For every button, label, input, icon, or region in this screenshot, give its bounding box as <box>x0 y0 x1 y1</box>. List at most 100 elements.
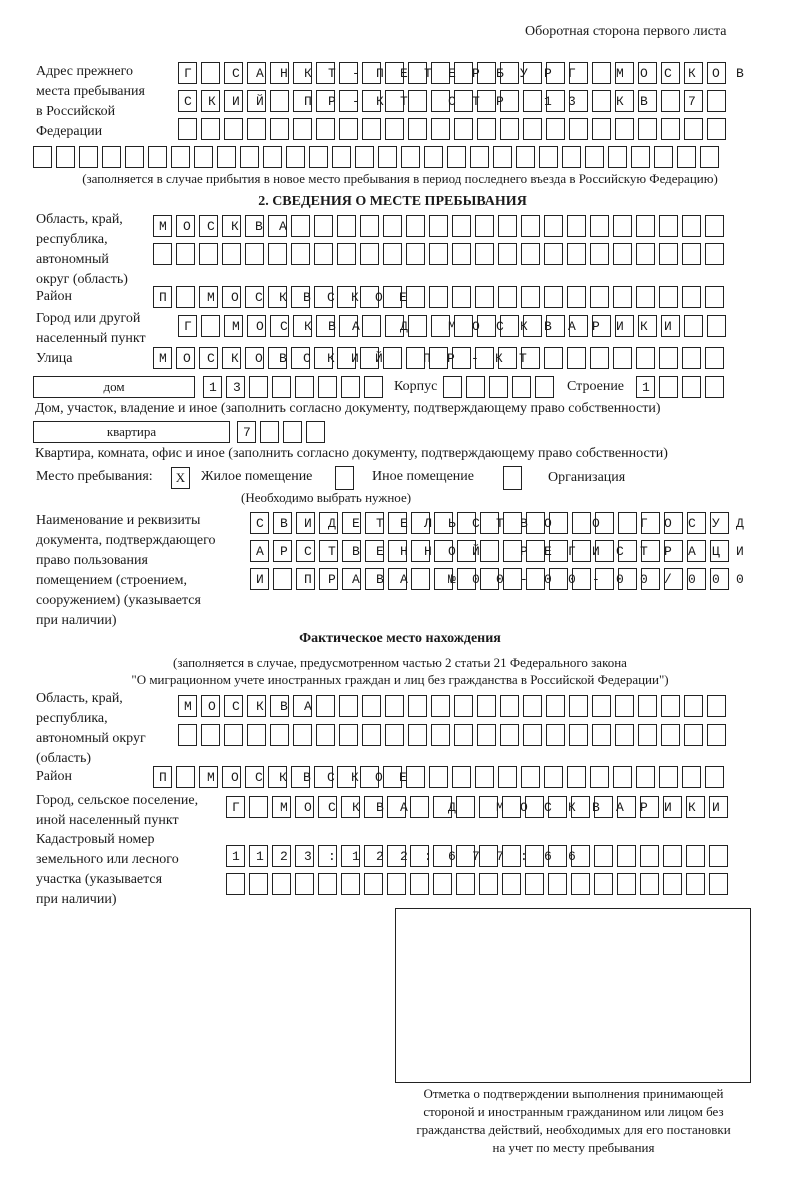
cadastral-row-1[interactable]: 1123:122:677:66 <box>226 845 754 868</box>
char-cell[interactable] <box>592 62 611 84</box>
char-cell[interactable] <box>431 724 450 746</box>
char-cell[interactable] <box>571 796 590 818</box>
char-cell[interactable] <box>153 766 172 788</box>
char-cell[interactable] <box>433 796 452 818</box>
char-cell[interactable] <box>615 315 634 337</box>
char-cell[interactable] <box>293 90 312 112</box>
char-cell[interactable] <box>365 540 384 562</box>
char-cell[interactable] <box>500 90 519 112</box>
char-cell[interactable] <box>270 90 289 112</box>
char-cell[interactable] <box>410 845 429 867</box>
char-cell[interactable] <box>709 873 728 895</box>
char-cell[interactable] <box>535 376 554 398</box>
char-cell[interactable] <box>224 62 243 84</box>
char-cell[interactable] <box>549 512 568 534</box>
char-cell[interactable] <box>475 766 494 788</box>
char-cell[interactable] <box>684 118 703 140</box>
char-cell[interactable] <box>260 421 279 443</box>
char-cell[interactable] <box>408 90 427 112</box>
char-cell[interactable] <box>454 62 473 84</box>
char-cell[interactable] <box>525 873 544 895</box>
char-cell[interactable] <box>661 315 680 337</box>
region-row-2[interactable] <box>153 243 753 266</box>
char-cell[interactable] <box>659 215 678 237</box>
char-cell[interactable] <box>388 512 407 534</box>
char-cell[interactable] <box>263 146 282 168</box>
char-cell[interactable] <box>178 695 197 717</box>
char-cell[interactable] <box>682 376 701 398</box>
char-cell[interactable] <box>433 845 452 867</box>
char-cell[interactable] <box>201 118 220 140</box>
char-cell[interactable] <box>364 845 383 867</box>
char-cell[interactable] <box>309 146 328 168</box>
char-cell[interactable] <box>521 766 540 788</box>
char-cell[interactable] <box>153 215 172 237</box>
char-cell[interactable] <box>477 724 496 746</box>
char-cell[interactable] <box>479 873 498 895</box>
char-cell[interactable] <box>245 347 264 369</box>
actual-district-row[interactable]: П МОСКВСКОЕ <box>153 766 753 789</box>
char-cell[interactable] <box>429 243 448 265</box>
char-cell[interactable] <box>500 315 519 337</box>
char-cell[interactable] <box>226 796 245 818</box>
char-cell[interactable] <box>270 118 289 140</box>
char-cell[interactable] <box>339 315 358 337</box>
char-cell[interactable] <box>523 118 542 140</box>
char-cell[interactable] <box>362 90 381 112</box>
char-cell[interactable] <box>710 540 729 562</box>
char-cell[interactable] <box>387 873 406 895</box>
char-cell[interactable] <box>475 243 494 265</box>
char-cell[interactable] <box>270 724 289 746</box>
char-cell[interactable] <box>314 766 333 788</box>
char-cell[interactable] <box>201 724 220 746</box>
char-cell[interactable] <box>245 243 264 265</box>
char-cell[interactable] <box>525 845 544 867</box>
char-cell[interactable] <box>199 347 218 369</box>
char-cell[interactable] <box>295 376 314 398</box>
char-cell[interactable] <box>594 796 613 818</box>
char-cell[interactable] <box>477 90 496 112</box>
char-cell[interactable] <box>512 376 531 398</box>
char-cell[interactable] <box>489 376 508 398</box>
char-cell[interactable] <box>153 286 172 308</box>
char-cell[interactable] <box>268 766 287 788</box>
char-cell[interactable] <box>710 568 729 590</box>
char-cell[interactable] <box>364 873 383 895</box>
char-cell[interactable] <box>247 118 266 140</box>
char-cell[interactable] <box>590 243 609 265</box>
char-cell[interactable] <box>590 286 609 308</box>
char-cell[interactable] <box>222 286 241 308</box>
char-cell[interactable] <box>638 315 657 337</box>
char-cell[interactable] <box>709 845 728 867</box>
char-cell[interactable] <box>383 243 402 265</box>
char-cell[interactable] <box>585 146 604 168</box>
char-cell[interactable] <box>618 512 637 534</box>
char-cell[interactable] <box>682 286 701 308</box>
char-cell[interactable] <box>664 568 683 590</box>
char-cell[interactable] <box>569 118 588 140</box>
actual-region-row-2[interactable] <box>178 724 754 747</box>
char-cell[interactable] <box>480 512 499 534</box>
char-cell[interactable] <box>569 724 588 746</box>
char-cell[interactable] <box>364 796 383 818</box>
char-cell[interactable] <box>546 695 565 717</box>
char-cell[interactable] <box>247 90 266 112</box>
char-cell[interactable] <box>686 796 705 818</box>
char-cell[interactable] <box>457 568 476 590</box>
char-cell[interactable] <box>286 146 305 168</box>
char-cell[interactable] <box>250 512 269 534</box>
char-cell[interactable] <box>247 62 266 84</box>
char-cell[interactable] <box>454 118 473 140</box>
char-cell[interactable] <box>562 146 581 168</box>
char-cell[interactable] <box>470 146 489 168</box>
char-cell[interactable] <box>521 286 540 308</box>
char-cell[interactable] <box>590 766 609 788</box>
char-cell[interactable] <box>360 243 379 265</box>
char-cell[interactable] <box>406 215 425 237</box>
char-cell[interactable] <box>316 118 335 140</box>
char-cell[interactable] <box>125 146 144 168</box>
char-cell[interactable] <box>544 215 563 237</box>
char-cell[interactable] <box>663 796 682 818</box>
char-cell[interactable] <box>475 347 494 369</box>
char-cell[interactable] <box>272 845 291 867</box>
